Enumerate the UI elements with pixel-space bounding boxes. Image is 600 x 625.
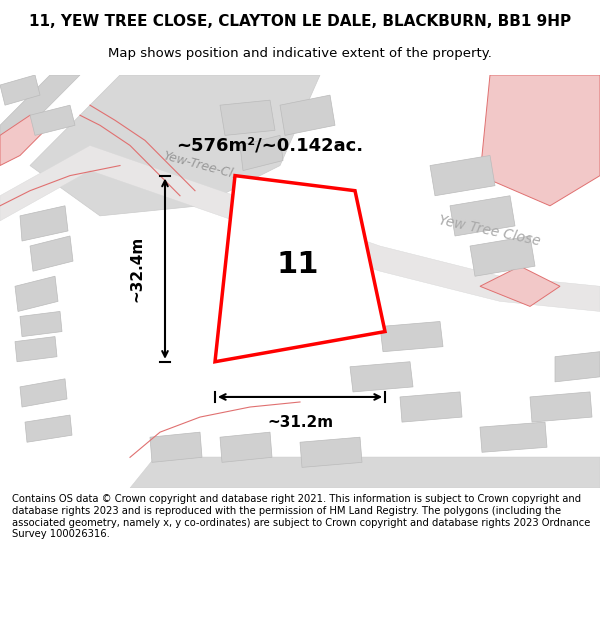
- Polygon shape: [530, 392, 592, 422]
- Polygon shape: [20, 379, 67, 407]
- Polygon shape: [0, 75, 80, 156]
- Polygon shape: [555, 352, 600, 382]
- Text: 11, YEW TREE CLOSE, CLAYTON LE DALE, BLACKBURN, BB1 9HP: 11, YEW TREE CLOSE, CLAYTON LE DALE, BLA…: [29, 14, 571, 29]
- Polygon shape: [300, 438, 362, 468]
- Text: Yew-Tree-Cl.: Yew-Tree-Cl.: [161, 149, 238, 182]
- Polygon shape: [30, 105, 75, 136]
- Polygon shape: [20, 311, 62, 337]
- Polygon shape: [400, 392, 462, 422]
- Polygon shape: [20, 206, 68, 241]
- Text: Contains OS data © Crown copyright and database right 2021. This information is : Contains OS data © Crown copyright and d…: [12, 494, 590, 539]
- Polygon shape: [215, 176, 385, 362]
- Polygon shape: [220, 100, 275, 136]
- Polygon shape: [350, 362, 413, 392]
- Polygon shape: [15, 337, 57, 362]
- Polygon shape: [480, 422, 547, 452]
- Polygon shape: [240, 136, 283, 171]
- Text: ~32.4m: ~32.4m: [130, 236, 145, 302]
- Polygon shape: [380, 321, 443, 352]
- Polygon shape: [30, 236, 73, 271]
- Polygon shape: [480, 75, 600, 206]
- Polygon shape: [150, 432, 202, 462]
- Polygon shape: [30, 75, 320, 216]
- Polygon shape: [470, 236, 535, 276]
- Text: Yew Tree Close: Yew Tree Close: [438, 213, 542, 249]
- Polygon shape: [220, 432, 272, 462]
- Polygon shape: [25, 415, 72, 442]
- Text: 11: 11: [276, 251, 319, 279]
- Text: Map shows position and indicative extent of the property.: Map shows position and indicative extent…: [108, 48, 492, 61]
- Text: ~576m²/~0.142ac.: ~576m²/~0.142ac.: [176, 136, 364, 154]
- Polygon shape: [480, 266, 560, 306]
- Polygon shape: [130, 458, 600, 488]
- Polygon shape: [430, 156, 495, 196]
- Polygon shape: [0, 115, 50, 166]
- Text: ~31.2m: ~31.2m: [267, 414, 333, 429]
- Polygon shape: [280, 95, 335, 136]
- Polygon shape: [0, 146, 600, 311]
- Polygon shape: [450, 196, 515, 236]
- Polygon shape: [15, 276, 58, 311]
- Polygon shape: [0, 75, 40, 105]
